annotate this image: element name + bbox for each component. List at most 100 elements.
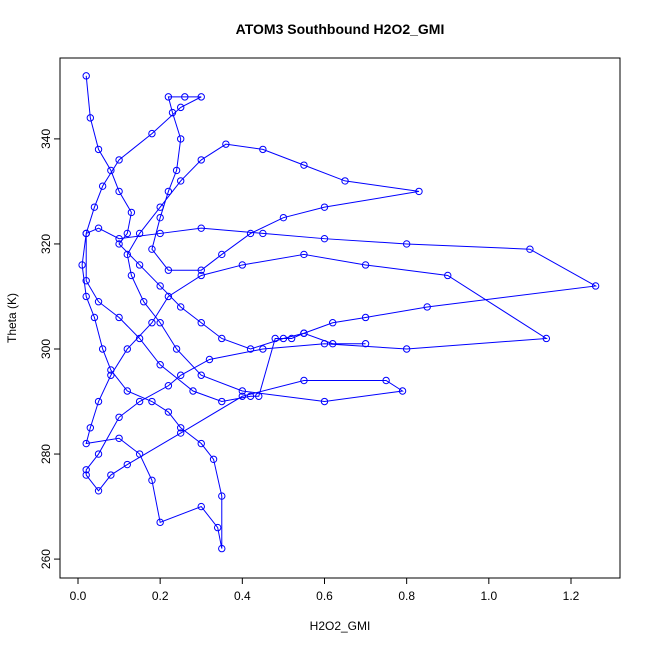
data-point (341, 177, 349, 185)
data-point (94, 487, 103, 495)
data-point (197, 502, 205, 511)
x-tick-label: 0.2 (152, 589, 169, 603)
y-tick-label: 320 (39, 234, 53, 254)
data-point (361, 261, 370, 269)
chart-title: ATOM3 Southbound H2O2_GMI (236, 21, 445, 37)
data-point (300, 161, 308, 169)
data-point (127, 271, 136, 280)
data-point (135, 229, 144, 238)
data-point (181, 93, 189, 101)
data-point (90, 203, 99, 211)
data-point (177, 135, 185, 143)
data-point (189, 387, 197, 395)
data-point (115, 240, 123, 248)
data-point (415, 187, 423, 196)
data-point (259, 145, 267, 154)
data-point (107, 366, 115, 374)
data-point (156, 213, 164, 222)
data-point (172, 345, 181, 353)
data-point (123, 460, 131, 469)
data-point (329, 319, 337, 327)
data-point (320, 203, 329, 211)
x-tick-label: 0.8 (398, 589, 415, 603)
data-point (135, 450, 144, 458)
data-point (402, 345, 411, 353)
data-point (320, 234, 329, 243)
data-point (115, 156, 123, 164)
data-point (300, 329, 308, 337)
x-tick-label: 0.0 (70, 589, 87, 603)
data-point (156, 361, 164, 369)
data-point (90, 313, 99, 322)
data-point (591, 282, 600, 290)
data-point (177, 303, 185, 311)
data-point (382, 376, 390, 385)
data-point (177, 177, 185, 185)
data-point (444, 271, 452, 280)
data-point (329, 340, 337, 348)
data-point (82, 439, 90, 448)
data-point (115, 187, 123, 196)
data-point (148, 129, 156, 138)
data-point (255, 392, 263, 400)
data-point (135, 397, 144, 406)
data-point (148, 476, 156, 485)
x-tick-label: 0.4 (234, 589, 251, 603)
data-point (115, 313, 123, 322)
x-tick-label: 1.2 (563, 589, 580, 603)
data-point (259, 345, 267, 353)
data-point (115, 434, 123, 442)
data-point (82, 471, 90, 479)
data-point (94, 224, 103, 232)
data-point (197, 93, 205, 101)
data-point (98, 345, 107, 353)
plot-frame (59, 57, 621, 579)
data-point (107, 471, 115, 479)
data-point (86, 114, 95, 122)
data-point (218, 544, 226, 553)
data-point (156, 282, 164, 290)
data-point (197, 271, 205, 280)
data-point (246, 345, 255, 353)
data-point (82, 292, 90, 301)
data-point (156, 319, 164, 327)
data-point (197, 319, 205, 327)
data-point (148, 245, 156, 253)
data-point (177, 429, 185, 437)
data-point (107, 166, 115, 175)
y-tick-label: 260 (39, 549, 53, 569)
data-point (148, 319, 156, 327)
y-tick-label: 340 (39, 129, 53, 149)
data-point (156, 203, 164, 211)
data-point (197, 371, 205, 379)
data-point (300, 376, 308, 385)
data-point (94, 145, 103, 154)
data-point (156, 518, 164, 527)
x-tick-label: 0.6 (316, 589, 333, 603)
y-axis-label: Theta (K) (5, 293, 19, 343)
data-point (123, 345, 131, 353)
data-point (123, 250, 131, 259)
data-point (164, 266, 173, 274)
data-point (287, 334, 296, 343)
data-point (82, 72, 90, 80)
data-point (94, 298, 103, 306)
data-point (279, 213, 288, 222)
y-tick-label: 280 (39, 444, 53, 464)
data-point (218, 334, 226, 343)
data-point (213, 523, 222, 532)
data-point (320, 397, 329, 406)
data-point (78, 261, 86, 269)
data-point (168, 108, 177, 117)
x-axis-label: H2O2_GMI (310, 619, 371, 633)
data-point (148, 397, 156, 406)
data-point (402, 240, 411, 248)
data-point (123, 387, 131, 395)
data-point (172, 166, 181, 175)
data-point (238, 392, 247, 400)
data-point (542, 334, 551, 343)
data-point (177, 371, 185, 379)
y-tick-label: 300 (39, 339, 53, 359)
